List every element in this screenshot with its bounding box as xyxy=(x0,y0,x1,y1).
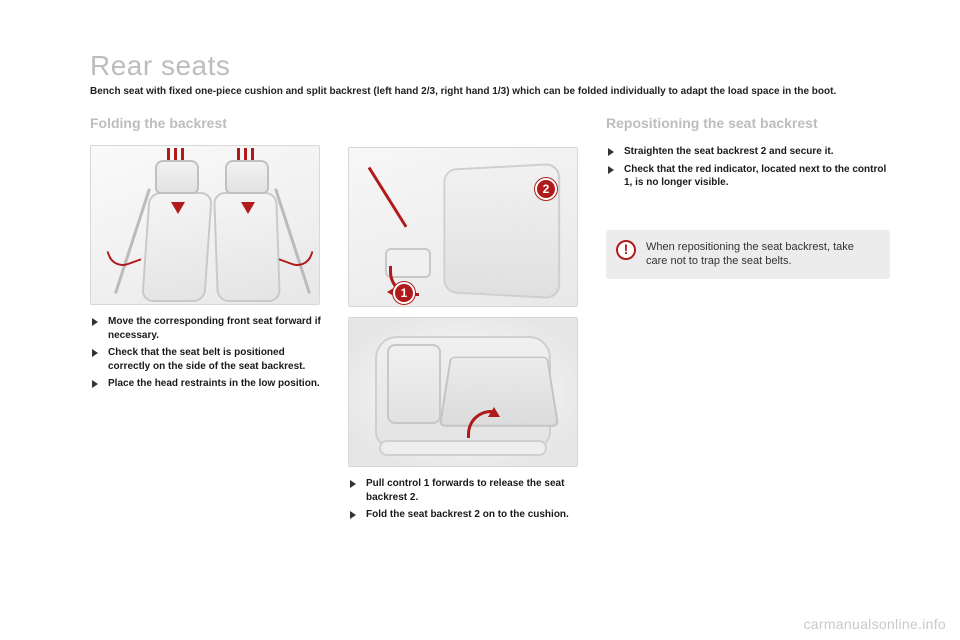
column-repositioning: Repositioning the seat backrest Straight… xyxy=(606,115,890,526)
watermark: carmanualsonline.info xyxy=(804,616,947,632)
step-item: Place the head restraints in the low pos… xyxy=(90,377,322,391)
arrow-down-icon xyxy=(241,202,255,214)
arrow-curve-icon xyxy=(106,241,141,270)
step-item: Check that the red indicator, located ne… xyxy=(606,163,890,190)
step-item: Check that the seat belt is positioned c… xyxy=(90,346,322,373)
column-folding-action: 1 2 Pull control 1 forwards to release t… xyxy=(348,115,580,526)
heading-repositioning: Repositioning the seat backrest xyxy=(606,115,890,131)
page-title: Rear seats xyxy=(90,50,890,82)
step-item: Pull control 1 forwards to release the s… xyxy=(348,477,580,504)
badge-control-1: 1 xyxy=(393,282,415,304)
steps-repositioning: Straighten the seat backrest 2 and secur… xyxy=(606,145,890,190)
illustration-trunk-folded xyxy=(348,317,578,467)
step-item: Fold the seat backrest 2 on to the cushi… xyxy=(348,508,580,522)
intro-text: Bench seat with fixed one-piece cushion … xyxy=(90,86,890,97)
step-item: Straighten the seat backrest 2 and secur… xyxy=(606,145,890,159)
warning-text: When repositioning the seat backrest, ta… xyxy=(646,241,854,268)
heading-folding: Folding the backrest xyxy=(90,115,322,131)
illustration-release-lever: 1 2 xyxy=(348,147,578,307)
illustration-lower-headrests xyxy=(90,145,320,305)
warning-icon: ! xyxy=(616,240,636,260)
steps-folding-action: Pull control 1 forwards to release the s… xyxy=(348,477,580,522)
arrow-down-icon xyxy=(171,202,185,214)
warning-callout: ! When repositioning the seat backrest, … xyxy=(606,230,890,280)
step-item: Move the corresponding front seat forwar… xyxy=(90,315,322,342)
arrow-curve-icon xyxy=(278,241,313,270)
badge-backrest-2: 2 xyxy=(535,178,557,200)
column-folding: Folding the backrest Move the correspond… xyxy=(90,115,322,526)
steps-folding-prep: Move the corresponding front seat forwar… xyxy=(90,315,322,391)
